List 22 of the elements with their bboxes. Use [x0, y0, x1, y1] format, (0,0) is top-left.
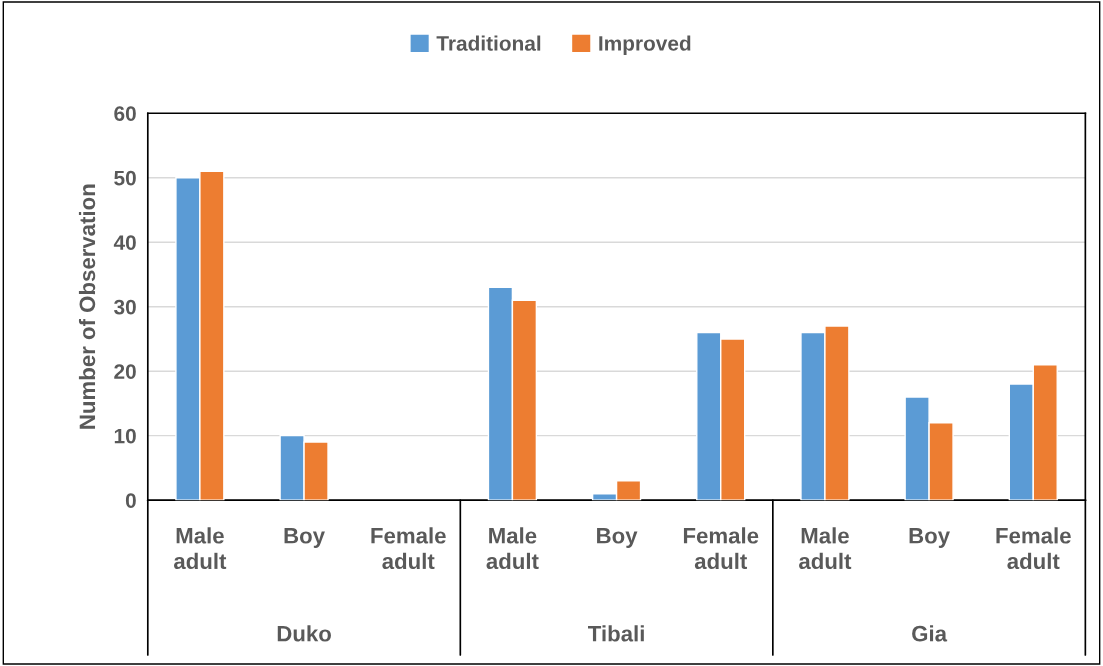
y-tick-label: 40 [113, 235, 136, 250]
text: Tibali [588, 625, 644, 642]
y-tick-label: 10 [114, 428, 136, 444]
x-tick-label: Female adult [996, 527, 1071, 570]
y-tick-label: 0 [125, 493, 136, 508]
x-tick-label: Female adult [683, 527, 759, 570]
y-tick-label: 30 [114, 299, 136, 315]
text: Gia [912, 625, 948, 642]
legend-label: Improved [599, 35, 691, 55]
y-tick-label: 60 [114, 106, 136, 121]
x-tick-label: Boy [597, 528, 638, 548]
text: Duko [277, 625, 331, 642]
x-tick-label: Boy [909, 528, 950, 548]
x-tick-label: Male adult [799, 527, 852, 570]
y-axis-title: Number of Observation [78, 184, 96, 429]
x-tick-label: Male adult [174, 527, 227, 570]
x-tick-label: Female adult [371, 527, 446, 570]
y-tick-label: 50 [114, 170, 136, 186]
y-tick-label: 20 [114, 364, 136, 379]
x-tick-label: Male adult [486, 527, 539, 570]
x-tick-label: Boy [284, 528, 325, 548]
legend-label: Traditional [436, 35, 541, 51]
